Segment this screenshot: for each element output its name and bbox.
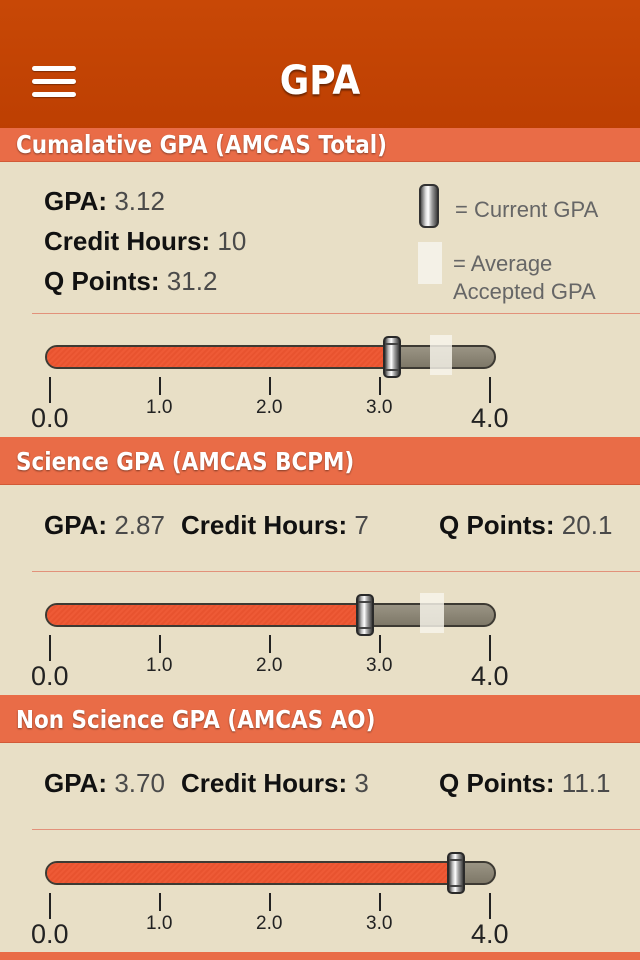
- scale-tick-label: 3.0: [366, 913, 393, 934]
- scale-tick-label: 1.0: [146, 655, 173, 676]
- divider: [32, 313, 640, 314]
- scale-tick-label: 4.0: [471, 403, 509, 433]
- scale-tick: [159, 893, 161, 911]
- legend-current-label: = Current GPA: [455, 197, 599, 222]
- gpa-stat: GPA: 2.87: [44, 510, 165, 540]
- scale-tick-label: 4.0: [471, 919, 509, 949]
- slider-fill: [47, 605, 368, 625]
- q-points-stat: Q Points: 20.1: [439, 510, 613, 540]
- scale-tick-label: 1.0: [146, 397, 173, 418]
- section-title: Science GPA (AMCAS BCPM): [16, 447, 355, 476]
- divider: [32, 571, 640, 572]
- q-points-stat: Q Points: 31.2: [44, 266, 218, 296]
- legend-average-label: = Average Accepted GPA: [453, 251, 596, 304]
- current-gpa-knob[interactable]: [383, 336, 402, 378]
- scale-tick-label: 0.0: [31, 403, 69, 433]
- scale-tick-label: 2.0: [256, 913, 283, 934]
- scale-tick: [379, 377, 381, 395]
- slider-track[interactable]: [45, 861, 496, 885]
- nav-bar: GPA: [0, 0, 640, 130]
- scale-tick-label: 4.0: [471, 661, 509, 691]
- section-header-science: Science GPA (AMCAS BCPM): [0, 437, 640, 485]
- slider-fill: [47, 347, 396, 367]
- section-header-partial: [0, 952, 640, 960]
- divider: [32, 829, 640, 830]
- scale-tick: [269, 635, 271, 653]
- gpa-stat: GPA: 3.12: [44, 186, 165, 216]
- slider-fill: [47, 863, 459, 883]
- hamburger-menu-icon[interactable]: [32, 66, 76, 98]
- scale-tick: [489, 635, 491, 661]
- scale-tick-label: 3.0: [366, 397, 393, 418]
- average-gpa-zone: [419, 593, 444, 633]
- slider-track[interactable]: [45, 345, 496, 369]
- scale-tick: [489, 377, 491, 403]
- current-gpa-marker-icon: [419, 184, 439, 228]
- section-header-non-science: Non Science GPA (AMCAS AO): [0, 695, 640, 743]
- scale-tick-label: 3.0: [366, 655, 393, 676]
- scale-tick-label: 2.0: [256, 397, 283, 418]
- average-gpa-zone: [429, 335, 452, 375]
- scale-tick: [489, 893, 491, 919]
- section-title: Non Science GPA (AMCAS AO): [16, 705, 376, 734]
- scale-tick: [379, 635, 381, 653]
- current-gpa-knob[interactable]: [355, 594, 374, 636]
- average-gpa-marker-icon: [418, 242, 442, 284]
- section-header-cumulative: Cumalative GPA (AMCAS Total): [0, 128, 640, 162]
- q-points-stat: Q Points: 11.1: [439, 768, 611, 798]
- scale-tick-label: 2.0: [256, 655, 283, 676]
- current-gpa-knob[interactable]: [447, 852, 465, 894]
- credit-hours-stat: Credit Hours: 10: [44, 226, 247, 256]
- scale-tick: [269, 377, 271, 395]
- section-title: Cumalative GPA (AMCAS Total): [16, 130, 387, 159]
- gpa-stat: GPA: 3.70: [44, 768, 165, 798]
- scale-tick: [49, 635, 51, 661]
- scale-tick: [379, 893, 381, 911]
- credit-hours-stat: Credit Hours: 3: [181, 768, 369, 798]
- scale-tick-label: 0.0: [31, 661, 69, 691]
- credit-hours-stat: Credit Hours: 7: [181, 510, 369, 540]
- page-title: GPA: [279, 58, 361, 104]
- scale-tick: [159, 635, 161, 653]
- scale-tick: [49, 377, 51, 403]
- scale-tick: [159, 377, 161, 395]
- scale-tick: [49, 893, 51, 919]
- scale-tick-label: 1.0: [146, 913, 173, 934]
- scale-tick-label: 0.0: [31, 919, 69, 949]
- scale-tick: [269, 893, 271, 911]
